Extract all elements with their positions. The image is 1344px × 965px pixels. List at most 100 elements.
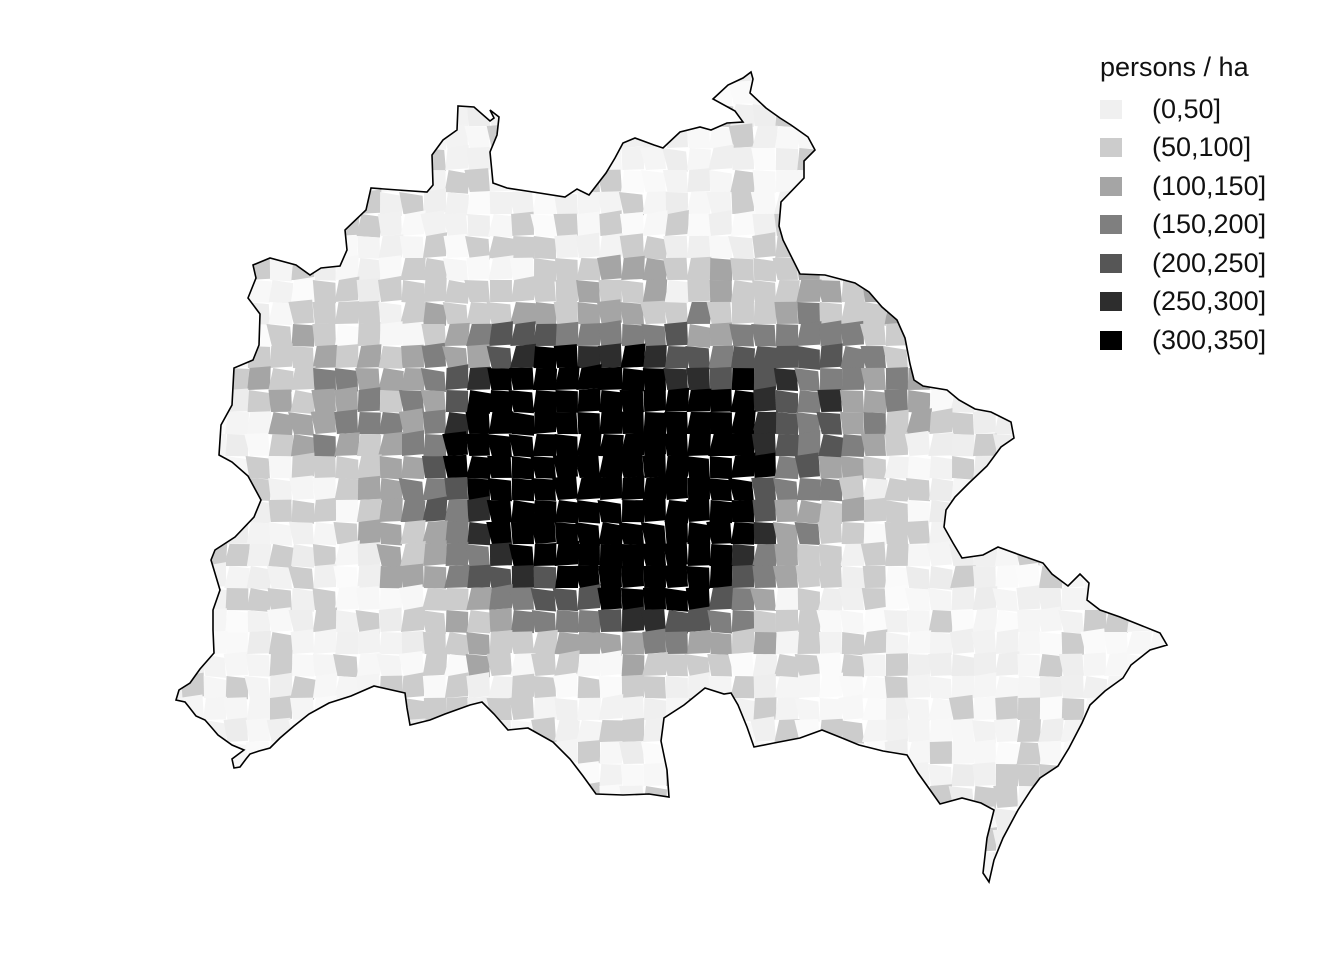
- district-cell: [555, 321, 579, 346]
- district-cell: [488, 236, 514, 260]
- district-cell: [731, 764, 755, 787]
- district-cell: [1127, 434, 1151, 458]
- district-cell: [1104, 412, 1128, 436]
- district-cell: [202, 852, 228, 875]
- district-cell: [511, 673, 535, 698]
- district-cell: [202, 302, 228, 325]
- district-cell: [445, 588, 469, 611]
- legend-item: (300,350]: [1100, 321, 1330, 360]
- district-cell: [1082, 830, 1108, 853]
- district-cell: [996, 145, 1018, 170]
- district-cell: [552, 452, 578, 478]
- district-cell: [883, 258, 908, 281]
- district-cell: [1149, 717, 1167, 742]
- district-cell: [487, 455, 512, 478]
- district-cell: [750, 716, 776, 742]
- legend-item: (150,200]: [1100, 206, 1330, 245]
- district-cell: [398, 408, 424, 434]
- district-cell: [509, 367, 534, 390]
- district-cell: [709, 322, 732, 346]
- district-cell: [621, 324, 645, 347]
- district-cell: [181, 829, 204, 852]
- district-cell: [509, 257, 534, 280]
- district-cell: [730, 280, 756, 304]
- district-cells: [176, 72, 1194, 918]
- district-cell: [621, 654, 645, 677]
- district-cell: [1017, 258, 1040, 281]
- district-cell: [948, 694, 974, 720]
- district-cell: [841, 764, 864, 788]
- district-cell: [816, 280, 842, 303]
- district-cell: [731, 564, 755, 588]
- district-cell: [224, 412, 250, 434]
- district-cell: [466, 632, 490, 656]
- district-cell: [268, 368, 294, 392]
- district-cell: [269, 170, 293, 193]
- district-cell: [356, 805, 382, 830]
- district-cell: [1082, 411, 1108, 434]
- district-cell: [222, 278, 248, 302]
- district-cell: [1036, 235, 1062, 258]
- district-cell: [289, 522, 314, 545]
- district-cell: [1126, 474, 1152, 500]
- district-cell: [841, 146, 864, 170]
- district-cell: [643, 82, 666, 104]
- district-cell: [246, 654, 270, 677]
- district-cell: [709, 565, 733, 588]
- district-cell: [928, 258, 952, 281]
- district-cell: [290, 214, 316, 237]
- district-cell: [488, 214, 514, 238]
- district-cell: [1171, 783, 1194, 808]
- district-cell: [818, 434, 844, 458]
- district-cell: [246, 830, 270, 854]
- district-cell: [599, 650, 622, 676]
- district-cell: [291, 544, 315, 568]
- district-cell: [312, 477, 336, 500]
- district-cell: [838, 72, 864, 84]
- district-cell: [709, 367, 732, 390]
- district-cell: [774, 126, 800, 149]
- district-cell: [1171, 653, 1194, 676]
- district-cell: [1083, 742, 1107, 765]
- district-cell: [750, 191, 776, 214]
- district-cell: [422, 651, 448, 676]
- district-cell: [664, 874, 690, 882]
- legend-swatch: [1100, 215, 1122, 235]
- district-cell: [532, 629, 558, 654]
- district-cell: [247, 697, 271, 720]
- district-cell: [929, 104, 953, 128]
- district-cell: [950, 610, 974, 633]
- district-cell: [512, 896, 535, 918]
- district-cell: [884, 431, 908, 456]
- district-cell: [905, 299, 930, 324]
- district-cell: [532, 676, 556, 699]
- district-cell: [951, 368, 975, 392]
- district-cell: [379, 103, 403, 126]
- district-cell: [707, 654, 732, 677]
- district-cell: [1016, 192, 1042, 215]
- district-cell: [444, 672, 470, 698]
- district-cell: [399, 236, 424, 259]
- district-cell: [555, 390, 578, 413]
- district-cell: [1059, 542, 1084, 566]
- district-cell: [599, 103, 623, 126]
- district-cell: [597, 320, 622, 346]
- district-cell: [442, 346, 468, 370]
- district-cell: [245, 214, 270, 236]
- district-cell: [379, 497, 403, 522]
- district-cell: [489, 390, 513, 413]
- district-cell: [642, 652, 668, 676]
- district-cell: [181, 808, 205, 831]
- district-cell: [356, 189, 382, 214]
- district-cell: [1060, 409, 1086, 434]
- district-cell: [400, 258, 426, 280]
- district-cell: [1082, 453, 1108, 478]
- district-cell: [247, 610, 270, 634]
- district-cell: [554, 434, 578, 458]
- district-cell: [929, 166, 953, 192]
- district-cell: [489, 280, 512, 302]
- legend-label: (300,350]: [1152, 324, 1267, 355]
- district-cell: [268, 148, 294, 172]
- district-cell: [1082, 434, 1108, 458]
- district-cell: [511, 82, 535, 105]
